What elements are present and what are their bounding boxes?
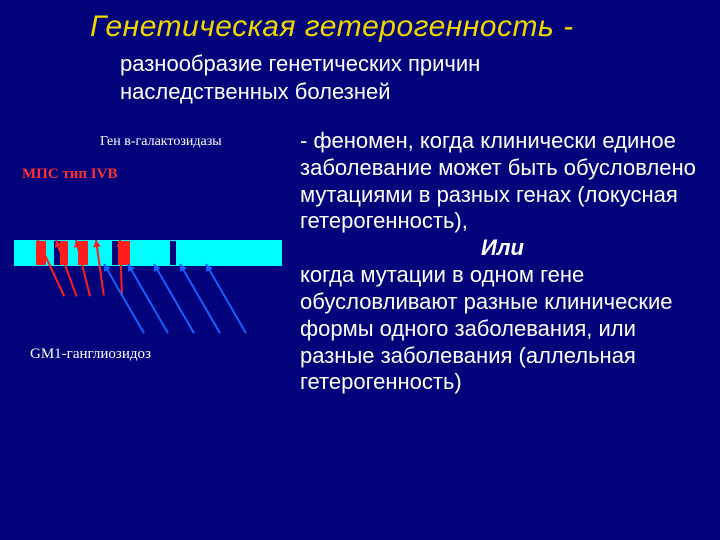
gm1-arrow [128, 264, 168, 333]
body-paragraph-2: когда мутации в одном гене обусловливают… [300, 262, 705, 396]
slide-subtitle: разнообразие генетических причин наследс… [120, 50, 620, 105]
arrow-layer [8, 130, 288, 380]
mps-arrow [38, 240, 64, 296]
gm1-arrow [104, 264, 144, 333]
slide-title: Генетическая гетерогенность - [90, 10, 574, 44]
mps-arrow [76, 240, 90, 296]
gene-diagram: Ген в-галактозидазы МПС тип IVВ GM1-ганг… [8, 130, 288, 380]
mps-arrow-head [116, 240, 124, 247]
mps-arrow [56, 240, 77, 296]
gm1-label: GM1-ганглиозидоз [30, 346, 151, 363]
mps-arrow [120, 240, 122, 296]
body-or: Или [300, 235, 705, 262]
body-text: - феномен, когда клинически единое забол… [300, 128, 705, 396]
slide: Генетическая гетерогенность - разнообраз… [0, 0, 720, 540]
gm1-arrow [206, 264, 246, 333]
body-paragraph-1: - феномен, когда клинически единое забол… [300, 128, 705, 235]
mps-arrow [96, 240, 104, 295]
mps-arrow-head [74, 240, 81, 248]
gm1-arrow [154, 264, 194, 333]
gm1-arrow [180, 264, 220, 333]
